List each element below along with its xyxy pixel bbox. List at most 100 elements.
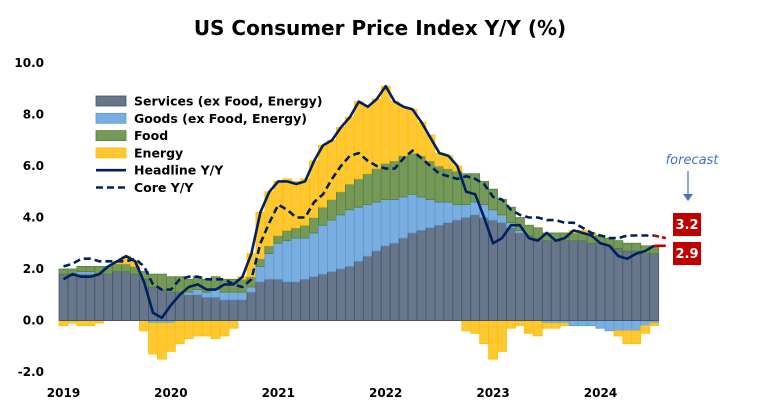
- bar-services: [541, 240, 552, 321]
- bar-energy: [497, 320, 507, 352]
- bar-energy: [228, 320, 239, 329]
- legend-label: Food: [134, 128, 168, 143]
- bar-food: [344, 183, 355, 211]
- bar-services: [94, 273, 105, 321]
- bar-energy: [58, 320, 69, 327]
- forecast-segment-core: [653, 234, 667, 240]
- bar-energy: [85, 320, 96, 327]
- bar-energy: [613, 330, 624, 337]
- bar-services: [282, 281, 293, 321]
- bar-goods: [586, 320, 597, 327]
- y-tick-label: 4.0: [23, 211, 44, 225]
- bar-services: [416, 229, 427, 321]
- bar-food: [336, 191, 346, 216]
- bar-food: [407, 152, 418, 195]
- bar-services: [121, 271, 132, 321]
- chart-title: US Consumer Price Index Y/Y (%): [194, 16, 566, 40]
- bar-energy: [470, 320, 481, 334]
- bar-goods: [577, 320, 588, 327]
- bar-energy: [336, 126, 346, 193]
- bar-energy: [515, 320, 525, 327]
- bar-food: [425, 160, 436, 200]
- x-tick-label: 2020: [154, 386, 187, 400]
- bar-services: [380, 245, 391, 321]
- y-tick-label: 10.0: [14, 56, 44, 70]
- bar-food: [613, 240, 624, 249]
- bar-services: [613, 247, 624, 321]
- bar-food: [300, 224, 310, 239]
- y-tick-label: -2.0: [18, 365, 44, 379]
- legend-label: Services (ex Food, Energy): [134, 94, 323, 109]
- bar-energy: [76, 320, 87, 327]
- headline-forecast-value: 2.9: [675, 247, 698, 262]
- bar-services: [309, 276, 319, 321]
- y-tick-label: 6.0: [23, 159, 44, 173]
- bar-goods: [264, 253, 275, 280]
- bar-goods: [443, 201, 454, 224]
- legend-swatch: [95, 147, 127, 159]
- bar-services: [192, 294, 203, 321]
- lines: [62, 84, 667, 320]
- bar-goods: [407, 193, 418, 234]
- bar-goods: [631, 320, 642, 332]
- bar-services: [291, 281, 302, 321]
- bar-goods: [362, 204, 373, 257]
- bar-energy: [559, 322, 570, 327]
- bar-goods: [497, 214, 507, 224]
- bar-services: [371, 250, 382, 321]
- bar-goods: [604, 320, 615, 332]
- bar-food: [121, 263, 132, 272]
- bar-goods: [488, 209, 498, 221]
- bar-goods: [282, 240, 293, 283]
- bar-services: [67, 273, 78, 321]
- core-forecast-value: 3.2: [675, 218, 698, 233]
- y-axis: 10.0 8.0 6.0 4.0 2.0 0.0 -2.0: [14, 56, 44, 379]
- bar-services: [532, 237, 543, 321]
- bar-goods: [622, 320, 633, 332]
- bar-goods: [192, 289, 203, 296]
- bar-services: [443, 222, 454, 321]
- bar-energy: [532, 320, 543, 337]
- bar-food: [506, 206, 516, 224]
- bar-energy: [362, 106, 373, 175]
- bar-services: [640, 253, 651, 321]
- bar-services: [649, 253, 660, 321]
- bar-services: [327, 271, 337, 321]
- bar-energy: [380, 85, 391, 164]
- y-tick-label: 0.0: [23, 314, 44, 328]
- bar-goods: [613, 320, 624, 332]
- bar-services: [85, 273, 96, 321]
- bar-energy: [631, 330, 642, 345]
- bar-goods: [344, 209, 355, 267]
- bar-food: [327, 199, 337, 221]
- legend-label: Core Y/Y: [134, 180, 194, 195]
- bar-goods: [237, 291, 248, 301]
- bar-services: [318, 273, 328, 321]
- bar-services: [407, 232, 418, 321]
- bar-energy: [353, 101, 364, 180]
- bar-energy: [344, 116, 355, 185]
- bar-energy: [210, 320, 221, 339]
- bar-food: [112, 263, 123, 272]
- bar-services: [434, 224, 445, 321]
- bar-goods: [595, 320, 606, 329]
- bar-energy: [192, 320, 203, 337]
- bar-services: [389, 242, 400, 321]
- bar-goods: [219, 291, 230, 301]
- bar-services: [362, 255, 373, 321]
- legend-label: Goods (ex Food, Energy): [134, 111, 307, 126]
- bar-services: [237, 299, 248, 321]
- bar-energy: [524, 320, 534, 334]
- bar-energy: [649, 322, 660, 327]
- bar-goods: [353, 206, 364, 262]
- bar-goods: [273, 242, 284, 280]
- bar-energy: [622, 330, 633, 345]
- bar-energy: [488, 320, 498, 360]
- bar-food: [58, 268, 69, 275]
- bar-services: [586, 242, 597, 321]
- bar-energy: [157, 322, 167, 360]
- bar-services: [595, 242, 606, 321]
- bar-goods: [291, 237, 302, 283]
- bar-energy: [541, 322, 552, 329]
